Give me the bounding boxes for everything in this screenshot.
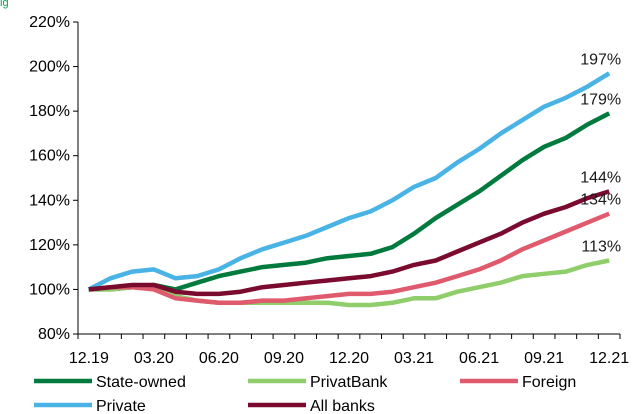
y-tick-label: 220%	[29, 14, 70, 31]
y-tick-label: 160%	[29, 148, 70, 165]
x-tick-label: 06.20	[199, 350, 239, 367]
y-tick-label: 80%	[38, 326, 70, 343]
end-value-label: 179%	[580, 91, 621, 108]
y-tick-label: 120%	[29, 237, 70, 254]
x-tick-label: 06.21	[459, 350, 499, 367]
end-labels: 197% 179% 144% 134% 113%	[580, 51, 621, 255]
series-layer	[87, 71, 611, 308]
y-tick-label: 200%	[29, 59, 70, 76]
series-line-foreign	[88, 211, 611, 306]
series-line-private	[87, 71, 611, 292]
end-value-label: 134%	[580, 192, 621, 209]
series-line-state-owned	[88, 111, 611, 292]
legend-label: Foreign	[522, 374, 576, 391]
end-value-label: 144%	[580, 169, 621, 186]
x-tick-label: 12.20	[329, 350, 369, 367]
y-tick-label: 140%	[29, 192, 70, 209]
x-tick-label: 09.21	[524, 350, 564, 367]
x-tick-label: 12.21	[589, 350, 629, 367]
series-line-all-banks	[88, 189, 610, 297]
series-line-privatbank	[88, 258, 610, 308]
legend-label: State-owned	[96, 374, 186, 391]
legend-label: PrivatBank	[310, 374, 388, 391]
x-tick-label: 12.19	[69, 350, 109, 367]
end-value-label: 113%	[581, 238, 621, 255]
legend-label: Private	[96, 398, 146, 414]
cropped-caption: ig	[0, 0, 9, 9]
end-value-label: 197%	[580, 51, 621, 68]
legend: State-owned PrivatBank Foreign Private All b…	[34, 374, 576, 414]
y-tick-label: 180%	[29, 103, 70, 120]
y-tick-label: 100%	[29, 281, 70, 298]
x-tick-label: 03.21	[394, 350, 434, 367]
chart-axes: 80% 100% 120% 140% 160% 180% 200% 220% 12.19 03.2…	[29, 14, 629, 367]
legend-label: All banks	[310, 398, 375, 414]
x-tick-label: 09.20	[264, 350, 304, 367]
x-tick-label: 03.20	[134, 350, 174, 367]
